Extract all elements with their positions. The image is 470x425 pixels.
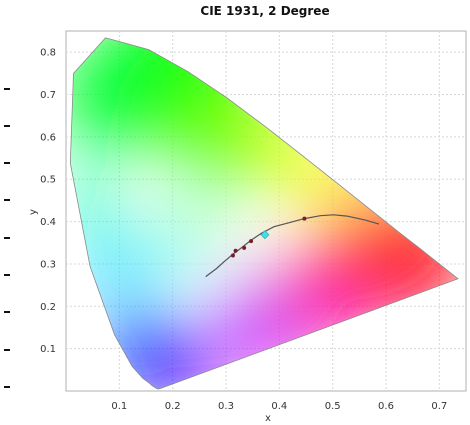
x-tick-label: 0.3 <box>218 401 234 412</box>
x-axis-ticks: 0.1 0.2 0.3 0.4 0.5 0.6 0.7 <box>111 401 447 412</box>
x-tick-label: 0.6 <box>378 401 394 412</box>
data-point <box>302 216 307 221</box>
data-points <box>230 216 307 258</box>
x-tick-label: 0.1 <box>111 401 127 412</box>
x-tick-label: 0.7 <box>431 401 447 412</box>
data-point <box>242 245 247 250</box>
spectral-locus-outline <box>69 37 459 390</box>
y-tick-label: 0.6 <box>40 132 56 143</box>
x-tick-label: 0.4 <box>271 401 287 412</box>
left-dash-marks <box>4 88 10 388</box>
data-point <box>230 253 235 258</box>
y-tick-label: 0.4 <box>40 217 56 228</box>
x-axis-label: x <box>265 413 271 424</box>
data-point <box>249 239 254 244</box>
data-point <box>233 248 238 253</box>
y-tick-label: 0.7 <box>40 90 56 101</box>
y-tick-label: 0.1 <box>40 344 56 355</box>
diamond-marker <box>260 230 270 240</box>
x-tick-label: 0.5 <box>325 401 341 412</box>
y-tick-label: 0.3 <box>40 259 56 270</box>
y-axis-ticks: 0.1 0.2 0.3 0.4 0.5 0.6 0.7 0.8 <box>40 48 56 355</box>
y-tick-label: 0.5 <box>40 175 56 186</box>
planckian-locus-line <box>205 214 380 278</box>
y-tick-label: 0.8 <box>40 48 56 59</box>
chart-title: CIE 1931, 2 Degree <box>200 4 329 18</box>
x-tick-label: 0.2 <box>165 401 181 412</box>
y-tick-label: 0.2 <box>40 302 56 313</box>
y-axis-label: y <box>28 209 39 215</box>
